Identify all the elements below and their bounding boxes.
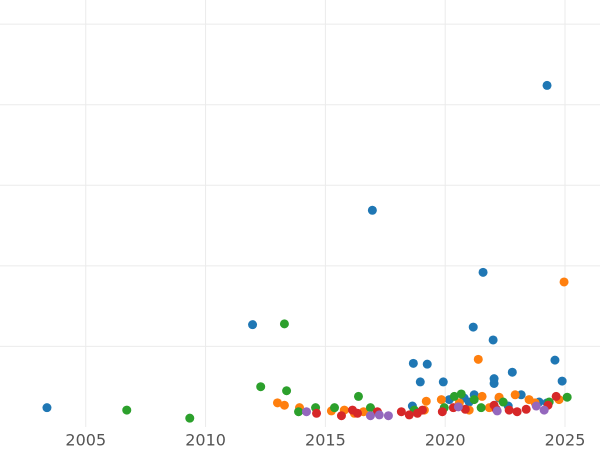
point	[551, 391, 561, 401]
point	[460, 404, 470, 414]
point	[507, 367, 517, 377]
point	[415, 377, 425, 387]
point	[504, 405, 514, 415]
point	[272, 398, 282, 408]
point	[477, 391, 487, 401]
point	[449, 391, 459, 401]
point	[510, 390, 520, 400]
point	[282, 386, 292, 396]
point	[469, 395, 479, 405]
x-tick-label: 2020	[425, 431, 466, 450]
x-tick-label: 2005	[65, 431, 106, 450]
point	[279, 400, 289, 410]
point	[521, 404, 531, 414]
point	[42, 403, 52, 413]
point	[365, 411, 375, 421]
point	[421, 396, 431, 406]
point	[453, 402, 463, 412]
point	[367, 205, 377, 215]
point	[396, 407, 406, 417]
point	[408, 358, 418, 368]
point	[531, 401, 541, 411]
point	[330, 403, 340, 413]
point	[542, 80, 552, 90]
point	[312, 408, 322, 418]
point	[353, 408, 363, 418]
point	[353, 391, 363, 401]
point	[468, 322, 478, 332]
x-tick-label: 2015	[305, 431, 346, 450]
point	[294, 407, 304, 417]
point	[492, 406, 502, 416]
point	[539, 405, 549, 415]
point	[562, 392, 572, 402]
point	[559, 277, 569, 287]
point	[279, 319, 289, 329]
point	[557, 376, 567, 386]
point	[422, 359, 432, 369]
point	[489, 378, 499, 388]
point	[437, 407, 447, 417]
point	[438, 377, 448, 387]
point	[256, 382, 266, 392]
point	[488, 335, 498, 345]
point	[122, 405, 132, 415]
point	[473, 354, 483, 364]
point	[456, 389, 466, 399]
point	[301, 407, 311, 417]
point	[185, 413, 195, 423]
point	[550, 355, 560, 365]
point	[248, 320, 258, 330]
point	[512, 407, 522, 417]
point	[436, 395, 446, 405]
point	[478, 267, 488, 277]
point	[498, 397, 508, 407]
point	[365, 403, 375, 413]
point	[417, 405, 427, 415]
x-tick-label: 2010	[185, 431, 226, 450]
point	[336, 411, 346, 421]
point	[476, 403, 486, 413]
x-tick-label: 2025	[545, 431, 586, 450]
point	[383, 411, 393, 421]
point	[404, 410, 414, 420]
point	[374, 410, 384, 420]
